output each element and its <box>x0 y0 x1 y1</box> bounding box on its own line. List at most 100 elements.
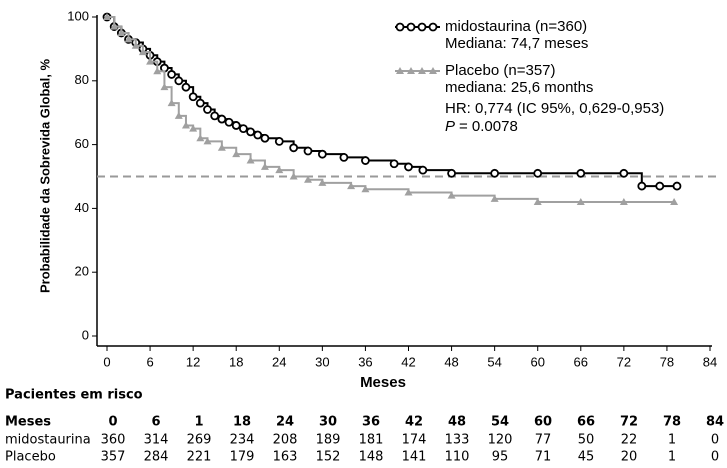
censor-marker <box>217 114 227 124</box>
risk-table-cell: 110 <box>445 450 470 465</box>
censor-marker <box>404 188 413 196</box>
risk-table-cell: 1 <box>668 450 676 465</box>
censor-marker <box>195 98 205 108</box>
censor-marker <box>103 13 111 20</box>
x-tick-label: 72 <box>617 354 631 369</box>
x-tick-label: 36 <box>358 354 372 369</box>
risk-table-column: 84 <box>706 415 724 430</box>
censor-marker <box>670 198 679 206</box>
censor-marker <box>275 166 284 174</box>
legend-label: Placebo (n=357) <box>445 62 556 79</box>
risk-table-column: 48 <box>448 415 466 430</box>
risk-table-column: 78 <box>663 415 681 430</box>
censor-marker <box>153 67 162 75</box>
y-tick-label: 0 <box>82 327 89 342</box>
censor-marker <box>490 194 499 202</box>
risk-table-cell: 148 <box>359 450 384 465</box>
y-tick-label: 100 <box>67 8 89 23</box>
risk-table-column: 30 <box>319 415 337 430</box>
censor-marker <box>203 105 212 114</box>
risk-table-cell: 71 <box>535 450 552 465</box>
risk-table-column: 54 <box>491 415 509 430</box>
censor-marker <box>167 70 177 79</box>
censor-marker <box>131 41 140 49</box>
risk-table-cell: 221 <box>187 450 212 465</box>
censor-marker <box>490 168 500 178</box>
annotation: P <box>445 118 455 135</box>
censor-marker <box>210 111 220 121</box>
risk-table-row-name: Placebo <box>5 450 56 465</box>
x-tick-label: 42 <box>401 354 415 369</box>
legend-marker <box>396 67 404 74</box>
risk-table-cell: 141 <box>402 450 427 465</box>
censor-marker <box>347 182 356 190</box>
censor-marker <box>637 181 647 191</box>
risk-table-cell: 22 <box>621 433 638 448</box>
x-tick-label: 30 <box>315 354 329 369</box>
x-tick-label: 66 <box>574 354 588 369</box>
censor-marker <box>167 99 176 107</box>
y-tick-label: 40 <box>75 200 89 215</box>
risk-table-cell: 133 <box>445 433 470 448</box>
y-tick-label: 80 <box>75 72 89 87</box>
legend-marker <box>407 67 415 74</box>
risk-table-cell: 357 <box>101 450 126 465</box>
legend-marker <box>417 22 427 32</box>
risk-table-column: 66 <box>577 415 595 430</box>
censor-marker <box>217 143 226 151</box>
risk-table-cell: 0 <box>711 450 719 465</box>
annotation: HR: 0,774 (IC 95%, 0,629-0,953) <box>445 100 664 117</box>
risk-table-cell: 163 <box>273 450 298 465</box>
risk-table-cell: 77 <box>535 433 552 448</box>
x-tick-label: 84 <box>703 354 717 369</box>
censor-marker <box>253 130 263 140</box>
censor-marker <box>361 156 370 165</box>
censor-marker <box>117 28 126 36</box>
risk-table-cell: 152 <box>316 450 341 465</box>
censor-marker <box>318 178 327 186</box>
legend-marker <box>395 22 405 32</box>
legend-label: midostaurina (n=360) <box>445 18 587 35</box>
censor-marker <box>146 57 155 65</box>
risk-table-cell: 120 <box>488 433 513 448</box>
censor-marker <box>174 76 184 86</box>
censor-marker <box>110 22 119 30</box>
censor-marker <box>246 156 255 164</box>
censor-marker <box>289 172 298 180</box>
censor-marker <box>619 168 629 178</box>
x-axis-label: Meses <box>360 374 406 391</box>
legend-marker <box>418 67 426 74</box>
censor-marker <box>232 150 241 158</box>
x-tick-label: 54 <box>487 354 501 369</box>
risk-table-cell: 234 <box>230 433 255 448</box>
risk-table-cell: 20 <box>621 450 638 465</box>
x-tick-label: 6 <box>146 354 153 369</box>
censor-marker <box>533 168 543 178</box>
censor-marker <box>203 137 212 145</box>
risk-table-cell: 360 <box>101 433 126 448</box>
censor-marker <box>224 117 234 127</box>
censor-marker <box>160 83 169 91</box>
risk-table-cell: 50 <box>578 433 595 448</box>
risk-table-cell: 314 <box>144 433 169 448</box>
legend-marker <box>406 22 416 32</box>
censor-marker <box>231 121 241 130</box>
annotation: mediana: 25,6 months <box>445 79 593 96</box>
censor-marker <box>246 127 255 137</box>
censor-marker <box>404 162 413 172</box>
legend-marker <box>428 22 438 32</box>
censor-marker <box>447 191 456 199</box>
risk-table-column: 0 <box>108 415 117 430</box>
censor-marker <box>189 124 198 132</box>
censor-marker <box>619 198 628 206</box>
x-tick-label: 60 <box>530 354 544 369</box>
risk-table-column: 18 <box>233 415 251 430</box>
annotation: Mediana: 74,7 meses <box>445 35 588 52</box>
risk-table-cell: 95 <box>492 450 509 465</box>
y-tick-label: 60 <box>75 136 89 151</box>
risk-table-column: 1 <box>194 415 203 430</box>
x-tick-label: 0 <box>103 354 110 369</box>
censor-marker <box>124 35 133 43</box>
censor-marker <box>576 168 586 178</box>
